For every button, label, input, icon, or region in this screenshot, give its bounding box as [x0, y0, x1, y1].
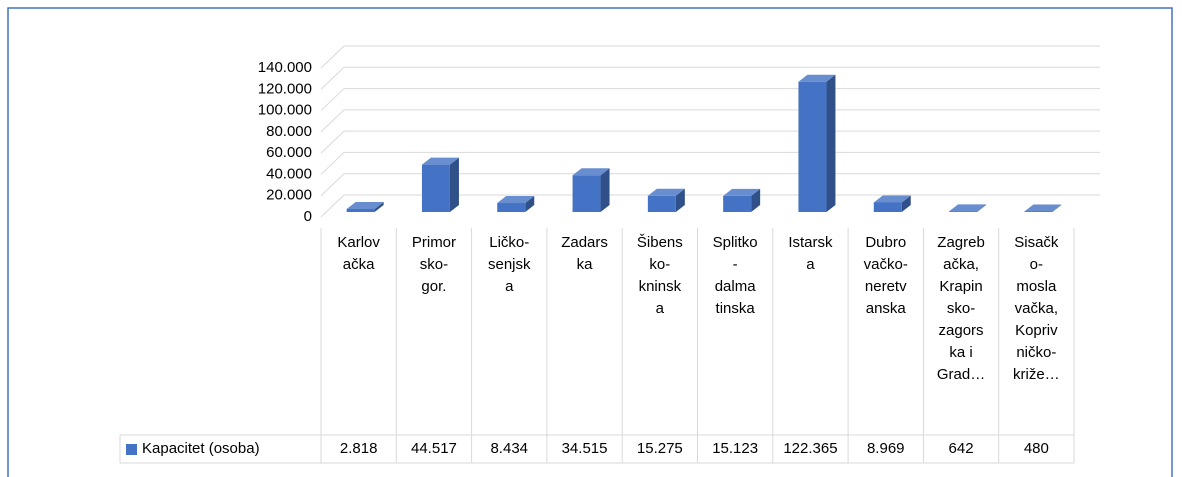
x-tick-label: anska	[866, 300, 907, 317]
bar	[346, 209, 375, 212]
legend-label: Kapacitet (osoba)	[142, 440, 260, 457]
x-tick-label: Kopriv	[1015, 322, 1058, 339]
bar	[873, 202, 902, 212]
grid-line	[320, 66, 1100, 90]
x-tick-label: sko-	[947, 300, 975, 317]
y-tick-label: 20.000	[266, 187, 312, 204]
bar	[949, 211, 978, 212]
x-tick-label: Zagreb	[937, 234, 985, 251]
bar-side	[751, 188, 761, 212]
bar-top	[873, 195, 911, 203]
bar	[798, 81, 827, 212]
bar	[647, 195, 676, 212]
bar-top	[1024, 204, 1062, 212]
bar-top	[723, 188, 761, 196]
x-tick-label: zagors	[939, 322, 984, 339]
x-tick-label: vačka,	[1015, 300, 1058, 317]
grid-line	[320, 88, 1100, 111]
x-tick-label: a	[505, 278, 514, 295]
y-tick-label: 60.000	[266, 144, 312, 161]
data-label: 8.969	[867, 440, 905, 457]
bar-top	[572, 168, 610, 176]
y-tick-label: 80.000	[266, 123, 312, 140]
x-tick-label: Ličko-	[489, 234, 529, 251]
x-tick-label: -	[733, 256, 738, 273]
data-label: 15.123	[712, 440, 758, 457]
bar-side	[675, 188, 685, 212]
x-tick-label: mosla	[1016, 278, 1057, 295]
data-label: 480	[1024, 440, 1049, 457]
grid-line	[320, 130, 1100, 154]
x-tick-label: vačko-	[864, 256, 908, 273]
x-tick-label: sko-	[420, 256, 448, 273]
x-tick-label: a	[656, 300, 665, 317]
bar	[572, 175, 601, 212]
x-tick-label: Sisačk	[1014, 234, 1059, 251]
y-tick-label: 40.000	[266, 165, 312, 182]
grid-line	[320, 173, 1100, 197]
x-tick-label: Splitko	[713, 234, 758, 251]
y-tick-label: 0	[304, 208, 312, 225]
bar-side	[826, 74, 836, 212]
data-label: 2.818	[340, 440, 378, 457]
x-tick-label: senjsk	[488, 256, 531, 273]
bar-top	[421, 157, 459, 165]
x-tick-label: gor.	[421, 278, 446, 295]
x-tick-label: ka	[577, 256, 594, 273]
x-tick-label: ko-	[649, 256, 670, 273]
x-tick-label: tinska	[716, 300, 756, 317]
legend-key	[126, 444, 137, 455]
bar-side	[977, 204, 987, 212]
x-tick-label: ačka,	[943, 256, 979, 273]
bar	[421, 164, 450, 212]
bar-side	[901, 195, 911, 212]
bar-side	[525, 196, 535, 212]
x-tick-label: ačka	[343, 256, 375, 273]
bar-top	[647, 188, 685, 196]
data-label: 8.434	[490, 440, 528, 457]
data-label: 34.515	[562, 440, 608, 457]
x-tick-label: ka i	[949, 344, 972, 361]
x-tick-label: Dubro	[865, 234, 906, 251]
bar	[723, 195, 752, 212]
y-tick-label: 120.000	[258, 80, 312, 97]
grid-line	[320, 151, 1100, 175]
bar-side	[1052, 204, 1062, 212]
bar-side	[449, 157, 459, 212]
x-tick-label: križe…	[1013, 366, 1060, 383]
chart-frame	[7, 7, 1173, 477]
x-tick-label: Istarsk	[788, 234, 833, 251]
bar-top	[949, 204, 987, 212]
y-tick-label: 140.000	[258, 59, 312, 76]
x-tick-label: ničko-	[1016, 344, 1056, 361]
x-tick-label: dalma	[715, 278, 757, 295]
data-label: 642	[949, 440, 974, 457]
bar-side	[600, 168, 610, 212]
bar-top	[346, 202, 384, 210]
y-tick-label: 100.000	[258, 102, 312, 119]
x-tick-label: o-	[1030, 256, 1043, 273]
grid-line	[320, 109, 1100, 133]
x-tick-label: Karlov	[337, 234, 380, 251]
data-label: 15.275	[637, 440, 683, 457]
bar	[1024, 211, 1053, 212]
bar-side	[374, 202, 384, 212]
grid-line	[320, 45, 1100, 69]
x-tick-label: kninsk	[639, 278, 682, 295]
grid-line	[320, 194, 1100, 218]
x-tick-label: Šibens	[637, 234, 683, 251]
data-label: 44.517	[411, 440, 457, 457]
x-tick-label: Primor	[412, 234, 456, 251]
data-label: 122.365	[783, 440, 837, 457]
x-tick-label: a	[806, 256, 815, 273]
x-tick-label: Zadars	[561, 234, 608, 251]
bar-top	[798, 74, 836, 82]
x-tick-label: neretv	[865, 278, 907, 295]
bar-top	[497, 196, 535, 204]
bar	[497, 203, 526, 212]
x-tick-label: Krapin	[939, 278, 982, 295]
x-tick-label: Grad…	[937, 366, 985, 383]
